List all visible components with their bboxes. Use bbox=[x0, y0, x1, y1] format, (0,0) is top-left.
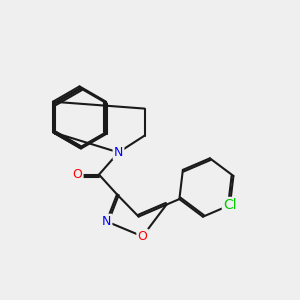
Text: O: O bbox=[73, 168, 82, 181]
Text: N: N bbox=[114, 146, 123, 159]
Text: O: O bbox=[138, 230, 147, 243]
Text: N: N bbox=[102, 215, 111, 228]
Text: Cl: Cl bbox=[223, 198, 237, 212]
